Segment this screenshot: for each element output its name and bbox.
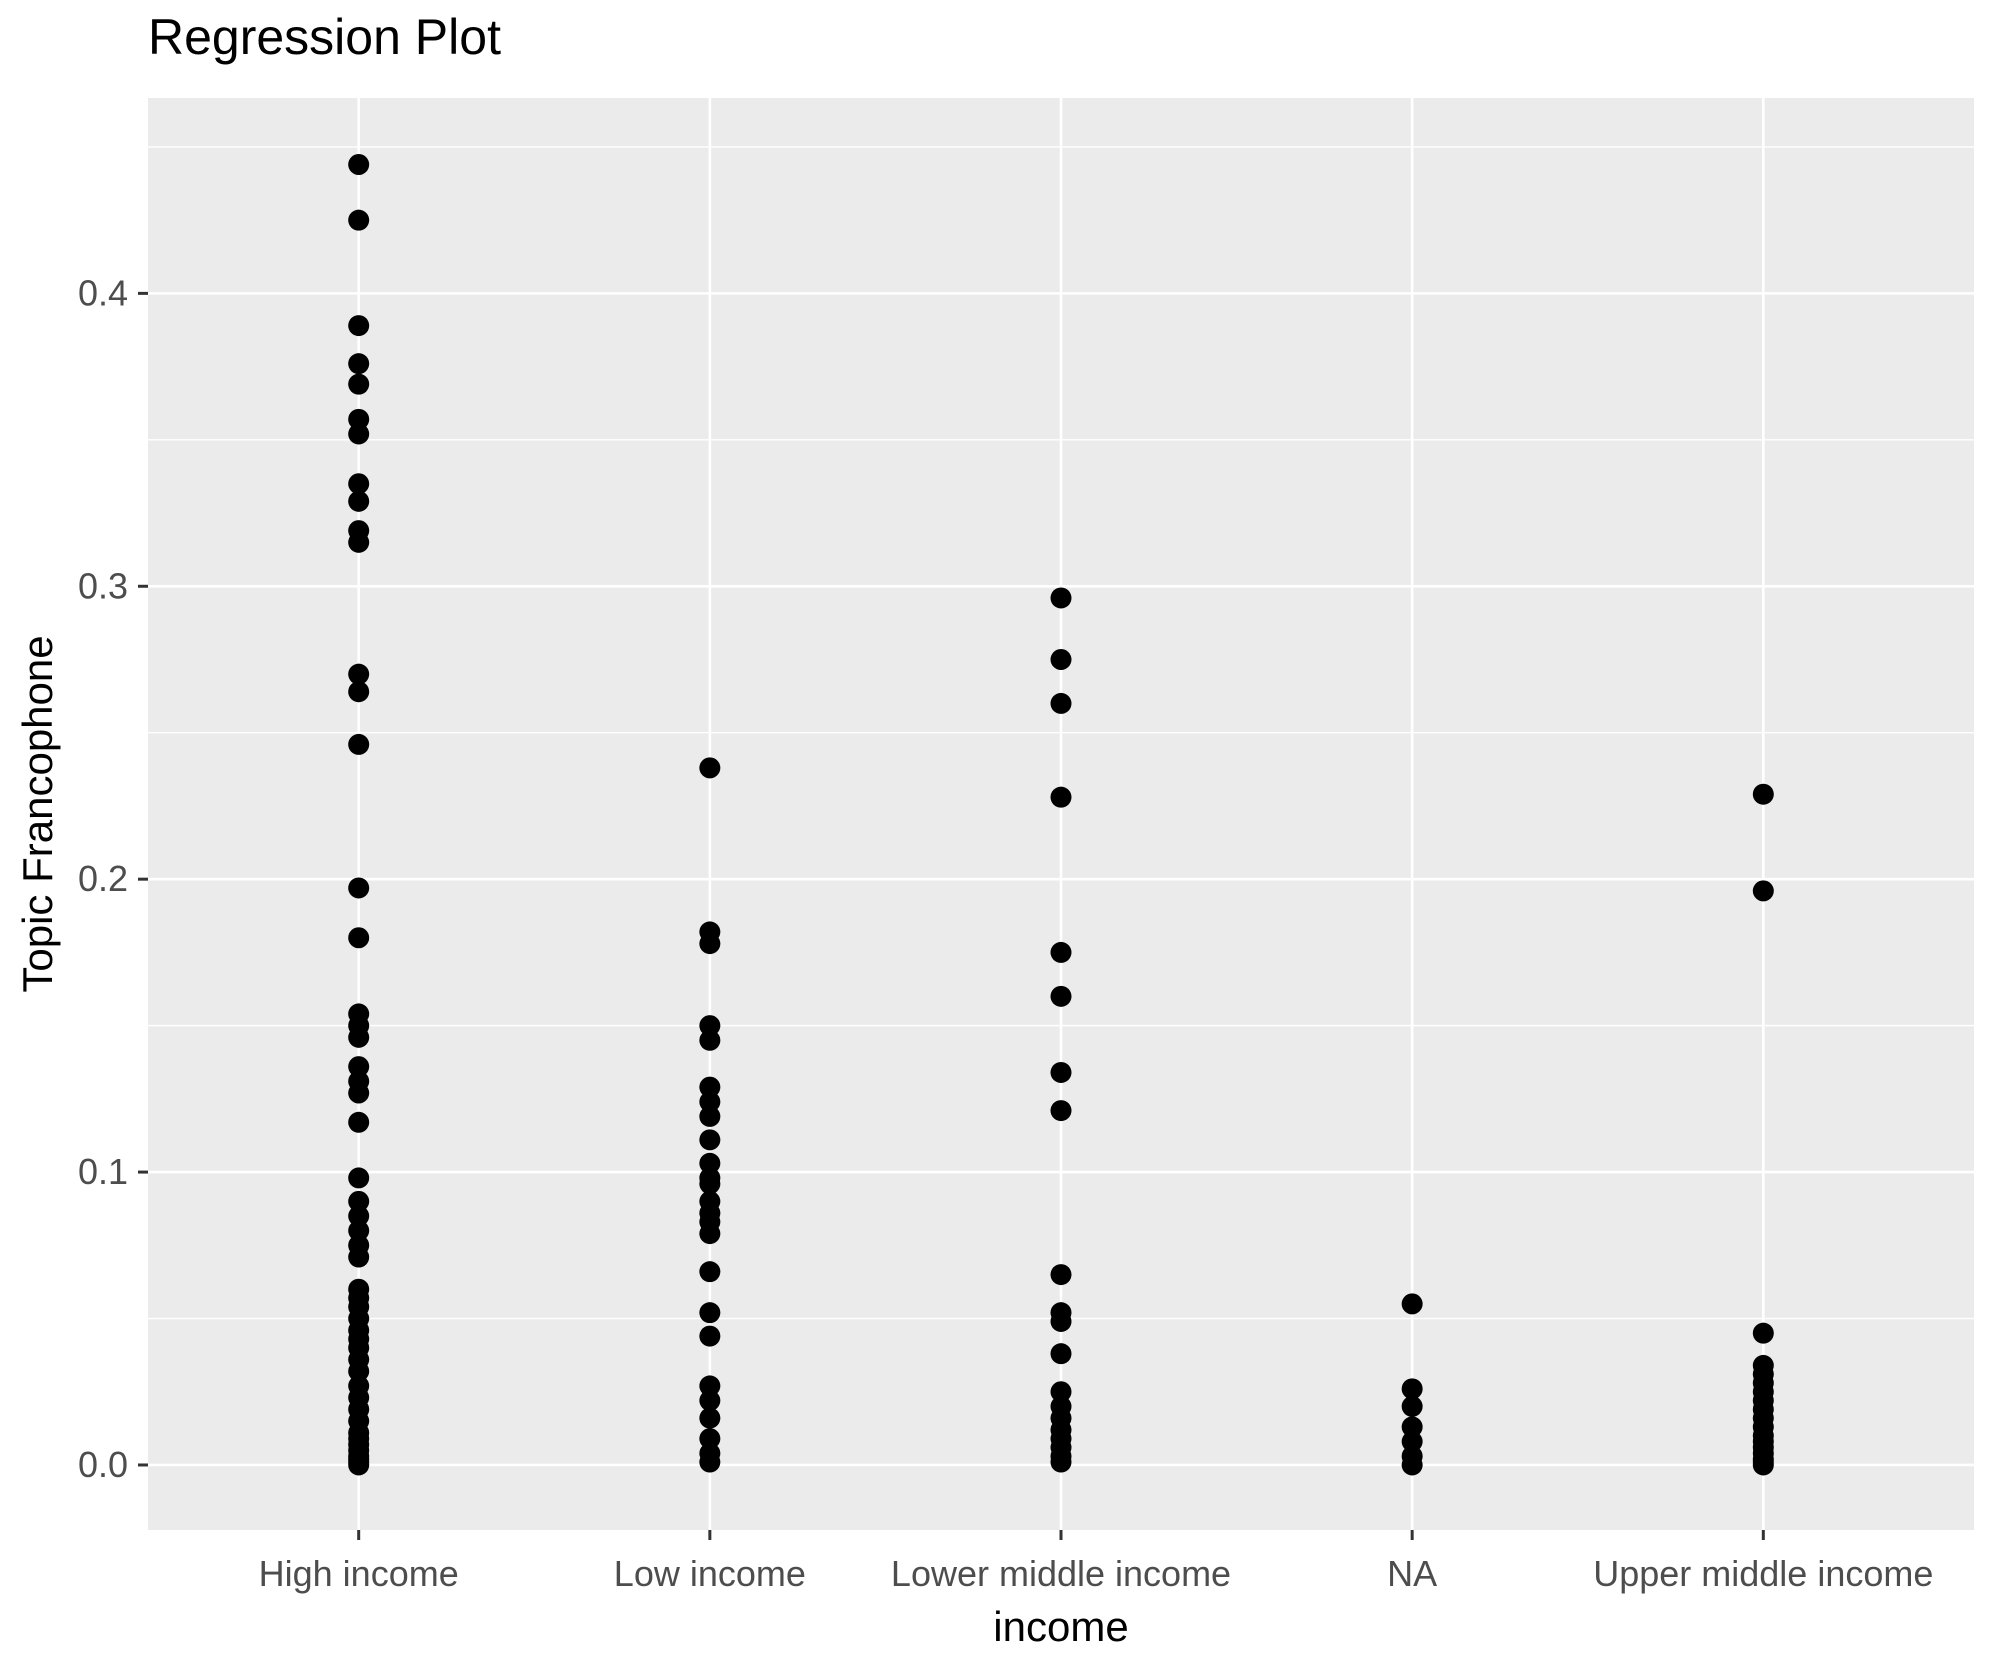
data-point bbox=[348, 1360, 370, 1382]
data-point bbox=[699, 933, 721, 955]
data-point bbox=[348, 353, 370, 375]
data-point bbox=[1050, 1264, 1072, 1286]
data-point bbox=[699, 1390, 721, 1412]
y-tick-label: 0.4 bbox=[78, 272, 128, 313]
data-point bbox=[699, 1302, 721, 1324]
data-point bbox=[1752, 1322, 1774, 1344]
data-point bbox=[699, 1375, 721, 1397]
data-point bbox=[699, 1091, 721, 1113]
data-point bbox=[348, 408, 370, 430]
data-point bbox=[699, 757, 721, 779]
data-point bbox=[699, 1015, 721, 1037]
data-point bbox=[699, 1325, 721, 1347]
data-point bbox=[348, 315, 370, 337]
data-point bbox=[1050, 985, 1072, 1007]
data-point bbox=[699, 1029, 721, 1051]
data-point bbox=[348, 1026, 370, 1048]
data-point bbox=[348, 1454, 370, 1476]
data-point bbox=[699, 1428, 721, 1450]
y-tick-label: 0.3 bbox=[78, 565, 128, 606]
data-point bbox=[699, 1261, 721, 1283]
data-point bbox=[348, 490, 370, 512]
plot-title: Regression Plot bbox=[148, 9, 501, 65]
data-point bbox=[348, 1082, 370, 1104]
data-point bbox=[348, 877, 370, 899]
data-point bbox=[1050, 1061, 1072, 1083]
data-point bbox=[699, 1152, 721, 1174]
y-tick-label: 0.2 bbox=[78, 858, 128, 899]
data-point bbox=[1752, 1454, 1774, 1476]
data-point bbox=[348, 1056, 370, 1078]
data-point bbox=[1050, 786, 1072, 808]
data-point bbox=[348, 1190, 370, 1212]
data-point bbox=[348, 927, 370, 949]
data-point bbox=[348, 373, 370, 395]
data-point bbox=[1050, 692, 1072, 714]
data-point bbox=[348, 1167, 370, 1189]
data-point bbox=[1401, 1454, 1423, 1476]
data-point bbox=[1050, 587, 1072, 609]
data-point bbox=[1401, 1416, 1423, 1438]
x-tick-label: High income bbox=[259, 1553, 459, 1594]
data-point bbox=[1050, 1100, 1072, 1122]
x-tick-label: Low income bbox=[614, 1553, 806, 1594]
data-point bbox=[348, 681, 370, 703]
data-point bbox=[348, 531, 370, 553]
data-point bbox=[348, 1220, 370, 1242]
data-point bbox=[699, 1076, 721, 1098]
data-point bbox=[1050, 648, 1072, 670]
data-point bbox=[1752, 783, 1774, 805]
data-point bbox=[699, 1129, 721, 1151]
data-point bbox=[348, 473, 370, 495]
data-point bbox=[1050, 1451, 1072, 1473]
data-point bbox=[348, 663, 370, 685]
data-point bbox=[1050, 1310, 1072, 1332]
data-point bbox=[699, 1105, 721, 1127]
data-point bbox=[1050, 1381, 1072, 1403]
data-point bbox=[699, 1407, 721, 1429]
x-tick-label: Lower middle income bbox=[891, 1553, 1231, 1594]
data-point bbox=[1050, 1343, 1072, 1365]
x-tick-label: Upper middle income bbox=[1593, 1553, 1933, 1594]
data-point bbox=[348, 209, 370, 231]
data-point bbox=[348, 153, 370, 175]
data-point bbox=[348, 733, 370, 755]
data-point bbox=[1401, 1395, 1423, 1417]
y-tick-label: 0.0 bbox=[78, 1444, 128, 1485]
data-point bbox=[348, 1246, 370, 1268]
data-point bbox=[1401, 1431, 1423, 1453]
data-point bbox=[1050, 941, 1072, 963]
data-point bbox=[1401, 1293, 1423, 1315]
y-axis-title: Topic Francophone bbox=[14, 635, 61, 993]
data-point bbox=[699, 1173, 721, 1195]
data-point bbox=[1752, 880, 1774, 902]
data-point bbox=[348, 423, 370, 445]
y-tick-label: 0.1 bbox=[78, 1151, 128, 1192]
x-tick-label: NA bbox=[1387, 1553, 1437, 1594]
x-axis-title: income bbox=[993, 1603, 1129, 1650]
data-point bbox=[348, 1111, 370, 1133]
data-point bbox=[1401, 1378, 1423, 1400]
data-point bbox=[348, 1205, 370, 1227]
data-point bbox=[699, 1451, 721, 1473]
data-point bbox=[699, 1223, 721, 1245]
